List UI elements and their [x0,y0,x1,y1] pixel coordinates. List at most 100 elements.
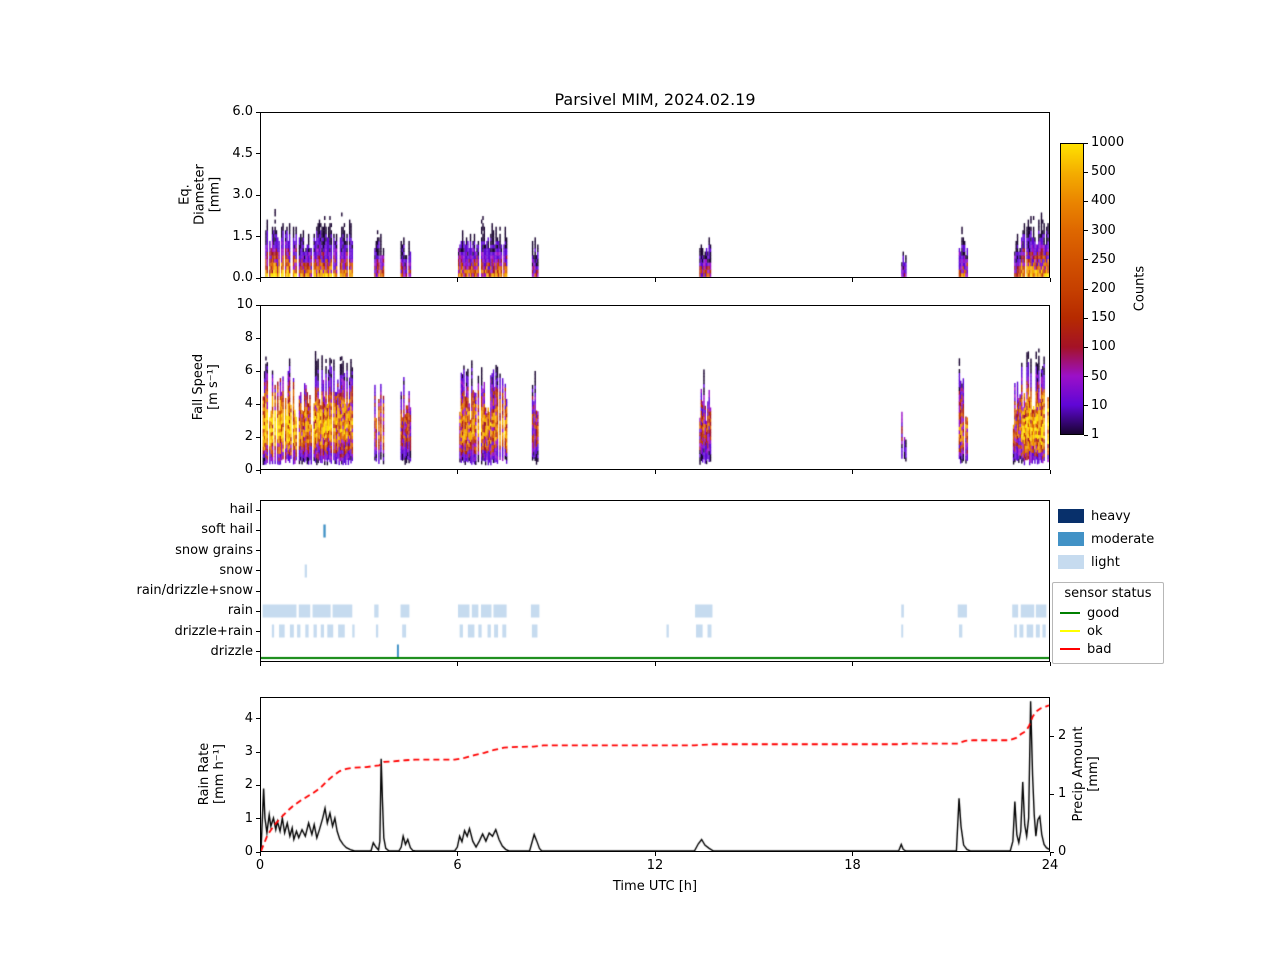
tick-label: 0.0 [232,270,253,285]
legend-entry-moderate: moderate [1058,531,1155,547]
tick-label: 3.0 [232,187,253,202]
tick-mark [1049,278,1051,282]
tick-mark [852,852,853,856]
tick-mark [256,631,260,633]
legend-line-good [1060,612,1080,614]
tick-label: 8 [244,330,253,345]
tick-label: 1 [244,810,253,826]
tick-label: 2 [1058,728,1067,744]
tick-label: 0 [244,462,253,477]
tick-label: 300 [1091,222,1116,238]
legend-swatch-heavy [1058,509,1084,523]
tick-mark [256,304,260,306]
tick-label: 200 [1091,281,1116,296]
tick-mark [1084,171,1088,173]
tick-mark [256,570,260,572]
tick-mark [852,470,853,474]
tick-label: 0 [1058,844,1067,859]
legend-label-good: good [1087,605,1120,621]
tick-mark [256,784,260,786]
tick-mark [1049,852,1051,856]
intensity-legend: heavy moderate light [1058,509,1154,578]
tick-mark [1084,434,1088,436]
tick-label: 1000 [1091,135,1125,150]
eq-diameter-heatmap-canvas [261,113,1049,277]
tick-mark [852,662,853,666]
eq-diameter-axes [260,112,1050,278]
tick-mark [457,662,458,666]
legend-entry-ok: ok [1060,622,1156,640]
tick-label: 10 [1091,397,1108,413]
tick-mark [259,278,261,282]
sensor-status-legend-title: sensor status [1064,586,1152,601]
tick-label: 400 [1091,193,1116,209]
tick-mark [1050,851,1054,853]
tick-mark [1050,793,1054,795]
tick-label: rain/drizzle+snow [136,583,254,599]
tick-label: 12 [646,858,664,873]
rain-rate-axes [260,697,1050,852]
tick-mark [1049,470,1051,474]
tick-mark [1084,317,1088,319]
tick-label: rain [227,603,253,619]
legend-entry-light: light [1058,555,1154,570]
tick-mark [256,236,260,237]
tick-mark [1050,735,1054,737]
tick-mark [654,852,656,856]
tick-mark [256,436,260,438]
tick-mark [256,718,260,720]
tick-mark [1084,288,1088,290]
tick-mark [256,751,260,753]
tick-label: 4 [244,710,253,726]
tick-mark [1084,376,1088,378]
tick-mark [1084,259,1088,261]
tick-label: 2 [244,429,253,444]
tick-label: snow [219,562,253,578]
tick-mark [256,509,260,511]
tick-label: 10 [236,297,253,312]
precip-amount-ylabel: Precip Amount [mm] [1071,694,1101,854]
legend-label-heavy: heavy [1091,508,1131,524]
legend-entry-good: good [1060,604,1156,622]
tick-label: hail [229,502,253,518]
legend-entry-bad: bad [1060,640,1156,658]
tick-mark [256,590,260,592]
tick-mark [654,662,656,666]
tick-label: 4 [244,396,253,411]
tick-mark [1084,230,1088,232]
tick-mark [256,651,260,653]
tick-mark [1084,142,1088,144]
colorbar [1060,143,1084,435]
tick-mark [852,278,853,282]
legend-label-bad: bad [1087,641,1112,657]
tick-mark [654,278,656,282]
tick-label: 6.0 [232,104,253,119]
legend-line-bad [1060,648,1080,650]
sensor-status-legend: sensor status good ok bad [1052,582,1164,664]
tick-mark [256,370,260,372]
tick-mark [1084,405,1088,407]
tick-mark [256,277,260,279]
tick-mark [256,818,260,820]
legend-label-moderate: moderate [1091,531,1155,547]
tick-mark [256,550,260,552]
tick-label: drizzle+rain [174,623,253,639]
tick-label: 0 [244,844,253,859]
precip-type-canvas [261,501,1049,661]
tick-mark [256,111,260,113]
tick-label: drizzle [210,643,253,659]
tick-label: snow grains [175,542,253,558]
tick-mark [457,852,458,856]
tick-mark [457,470,458,474]
tick-label: 6 [453,858,462,873]
tick-label: 24 [1041,858,1059,873]
fall-speed-heatmap-canvas [261,306,1049,469]
tick-label: 1 [1058,786,1067,802]
tick-mark [256,337,260,339]
tick-label: 50 [1091,368,1108,384]
tick-label: 6 [244,363,253,378]
tick-label: 100 [1091,339,1116,355]
tick-label: 3 [244,744,253,759]
tick-label: soft hail [201,522,253,538]
